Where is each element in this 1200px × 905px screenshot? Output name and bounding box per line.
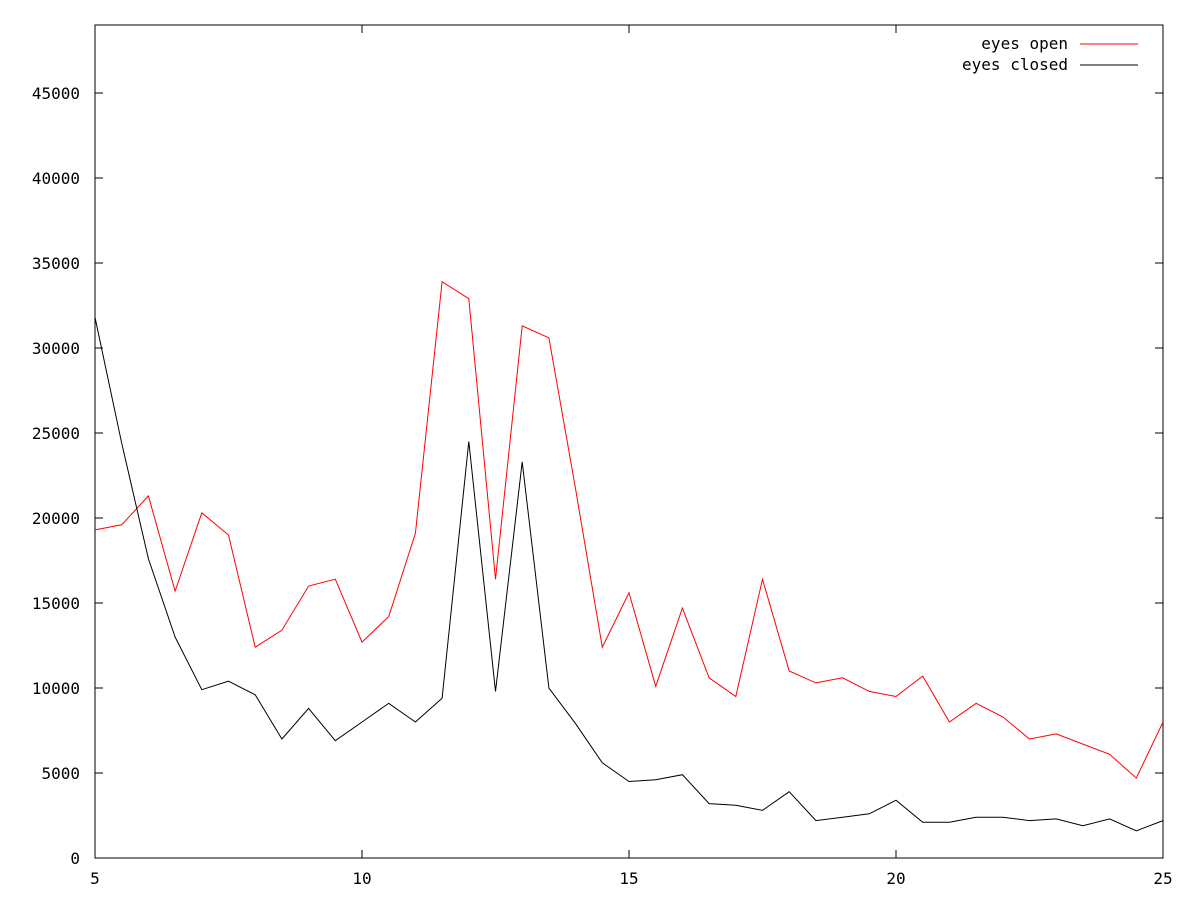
y-tick-label: 25000 xyxy=(32,424,80,443)
y-tick-label: 35000 xyxy=(32,254,80,273)
y-tick-label: 45000 xyxy=(32,84,80,103)
y-tick-label: 0 xyxy=(70,849,80,868)
x-tick-label: 10 xyxy=(352,869,371,888)
x-tick-label: 5 xyxy=(90,869,100,888)
x-tick-label: 15 xyxy=(619,869,638,888)
y-tick-label: 20000 xyxy=(32,509,80,528)
x-tick-label: 25 xyxy=(1153,869,1172,888)
tick-labels: 5 10 15 20 25 0 5000 10000 15000 20000 25000 30000 3… xyxy=(32,84,1173,888)
y-tick-label: 30000 xyxy=(32,339,80,358)
series-line-eyes-closed xyxy=(94,317,1164,832)
axis-ticks xyxy=(94,25,1164,859)
y-tick-label: 15000 xyxy=(32,594,80,613)
series-line-eyes-open xyxy=(94,280,1164,779)
series-lines xyxy=(94,280,1164,832)
plot-frame xyxy=(94,24,1164,859)
y-tick-label: 10000 xyxy=(32,679,80,698)
x-tick-label: 20 xyxy=(886,869,905,888)
y-tick-label: 5000 xyxy=(41,764,80,783)
y-tick-label: 40000 xyxy=(32,169,80,188)
legend-label: eyes closed xyxy=(962,55,1068,74)
legend: eyes open eyes closed xyxy=(962,34,1138,74)
legend-label: eyes open xyxy=(981,34,1068,53)
